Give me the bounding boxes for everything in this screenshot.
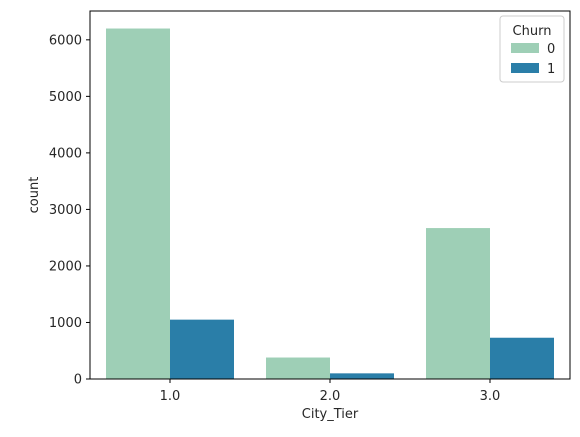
bar-2.0-churn-0 [266, 357, 330, 379]
x-axis-ticks: 1.0 2.0 3.0 [160, 379, 501, 404]
x-tick-label-2.0: 2.0 [320, 389, 341, 404]
y-tick-label-5000: 5000 [49, 90, 82, 105]
y-tick-label-6000: 6000 [49, 33, 82, 48]
y-tick-label-3000: 3000 [49, 203, 82, 218]
y-tick-label-0: 0 [74, 373, 82, 388]
x-tick-label-1.0: 1.0 [160, 389, 181, 404]
x-axis-label: City_Tier [302, 407, 359, 422]
bar-3.0-churn-1 [490, 337, 554, 379]
bars-layer [106, 28, 554, 380]
y-tick-label-4000: 4000 [49, 146, 82, 161]
legend-swatch-1 [511, 63, 539, 73]
plot-frame [89, 10, 571, 380]
bar-2.0-churn-1 [330, 373, 394, 379]
y-axis-label: count [27, 177, 42, 214]
y-axis-ticks: 0 1000 2000 3000 4000 5000 6000 [49, 33, 90, 388]
legend-title: Churn [513, 24, 552, 39]
legend-label-0: 0 [547, 42, 555, 57]
bar-3.0-churn-0 [426, 228, 490, 379]
y-tick-label-2000: 2000 [49, 259, 82, 274]
bar-1.0-churn-1 [170, 319, 234, 379]
legend: Churn 0 1 [499, 15, 565, 83]
y-tick-label-1000: 1000 [49, 316, 82, 331]
legend-swatch-0 [511, 43, 539, 53]
legend-label-1: 1 [547, 62, 555, 77]
x-tick-label-3.0: 3.0 [480, 389, 501, 404]
bar-1.0-churn-0 [106, 28, 170, 380]
